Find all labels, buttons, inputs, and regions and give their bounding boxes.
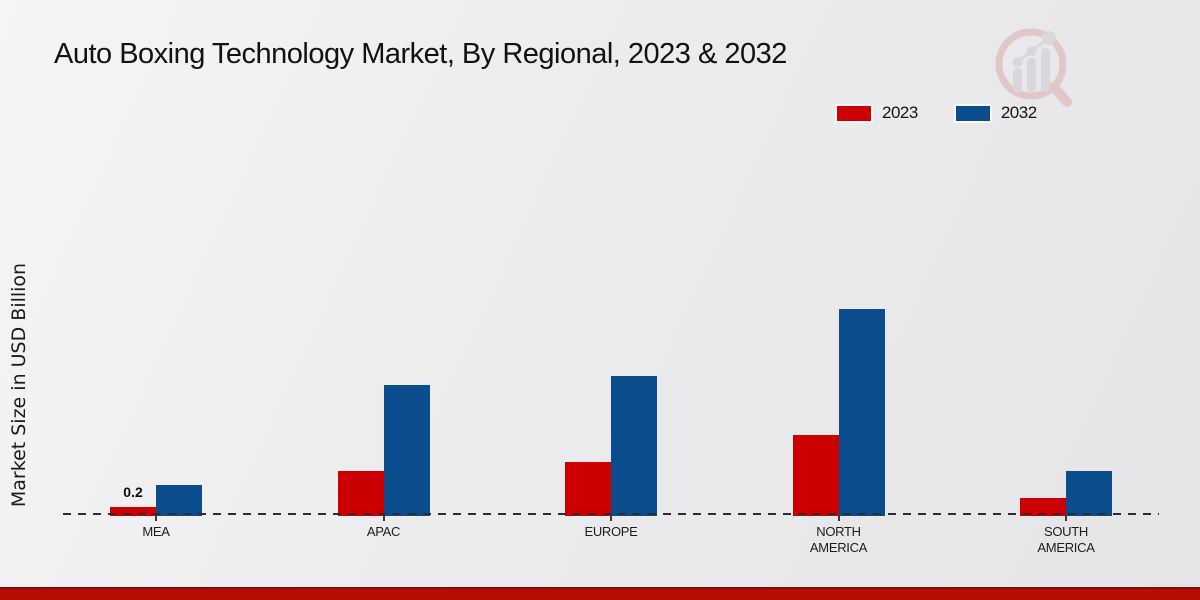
x-axis-tick [1065, 516, 1067, 521]
x-axis-tick [837, 516, 840, 521]
bar-2023-north-america [792, 435, 839, 516]
footer-red-band [0, 587, 1200, 600]
x-axis-tick [155, 516, 157, 521]
bar-2032-europe [611, 376, 657, 516]
legend-item-2023: 2023 [837, 103, 918, 123]
bar-2023-apac [337, 471, 384, 516]
legend-swatch-2023 [837, 105, 871, 121]
x-axis-tick [382, 516, 385, 521]
x-axis-zero-line [63, 513, 1159, 515]
legend-label-2032: 2032 [1000, 103, 1037, 122]
x-axis-category-label: NORTH AMERICA [809, 524, 868, 555]
bar-2023-mea [110, 507, 156, 516]
legend-swatch-2032 [955, 105, 990, 121]
legend-item-2032: 2032 [955, 103, 1037, 123]
data-value-label: 0.2 [123, 484, 143, 500]
legend-label-2023: 2023 [882, 103, 918, 122]
legend: 2023 2032 [837, 103, 1063, 123]
chart-title: Auto Boxing Technology Market, By Region… [54, 38, 787, 70]
bar-2032-apac [383, 385, 430, 516]
bar-2032-mea [156, 485, 202, 516]
x-axis-category-label: APAC [366, 524, 401, 539]
bar-2032-north-america [838, 309, 885, 516]
x-axis-category-label: EUROPE [584, 524, 638, 539]
bar-2023-europe [565, 462, 611, 516]
x-axis-tick [610, 516, 612, 521]
magnifier-bar-chart-logo-icon [995, 28, 1072, 107]
bar-2023-south-america [1020, 498, 1066, 516]
x-axis-category-label: MEA [142, 524, 170, 539]
bar-2032-south-america [1066, 471, 1112, 516]
x-axis-category-label: SOUTH AMERICA [1037, 524, 1095, 555]
